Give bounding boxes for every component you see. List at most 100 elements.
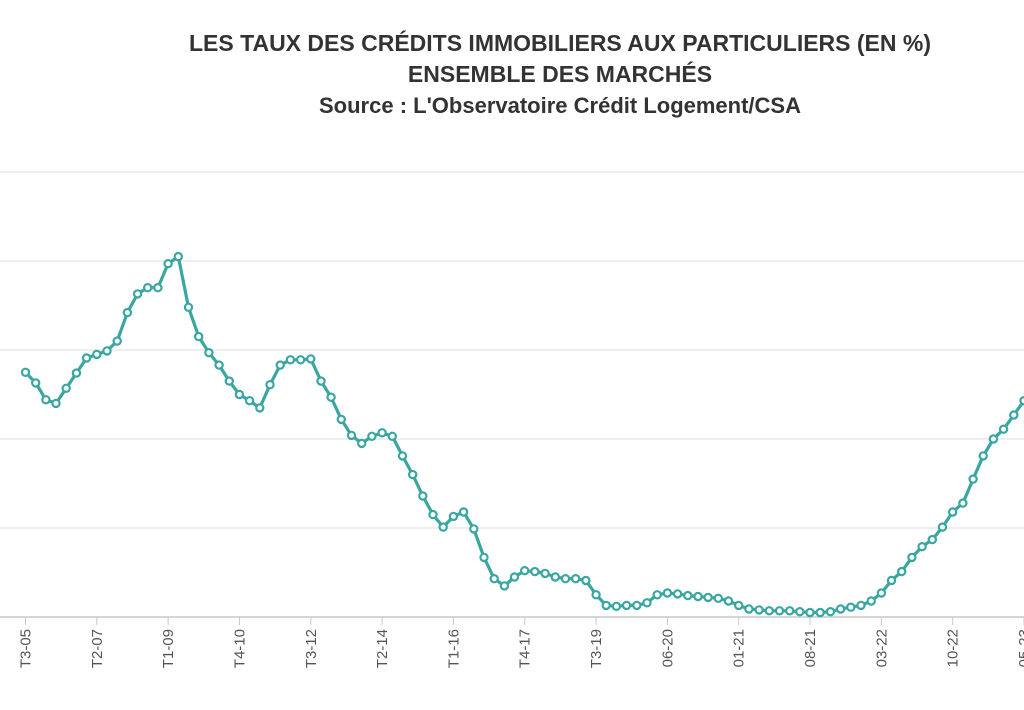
data-point[interactable] <box>1009 410 1019 420</box>
data-point[interactable] <box>601 600 611 611</box>
data-point[interactable] <box>571 574 581 584</box>
data-point[interactable] <box>734 600 744 611</box>
data-point[interactable] <box>397 451 408 461</box>
data-point[interactable] <box>489 574 499 584</box>
data-point[interactable] <box>835 604 846 614</box>
data-point[interactable] <box>336 414 346 425</box>
data-point[interactable] <box>611 601 622 612</box>
data-point[interactable] <box>764 606 775 616</box>
data-point[interactable] <box>560 574 571 584</box>
data-point[interactable] <box>825 607 836 617</box>
data-point[interactable] <box>316 376 326 386</box>
data-point[interactable] <box>285 355 296 365</box>
data-point[interactable] <box>550 572 561 582</box>
data-point[interactable] <box>163 259 173 269</box>
data-point[interactable] <box>958 498 968 508</box>
data-point[interactable] <box>652 590 662 600</box>
data-point[interactable] <box>1019 396 1024 406</box>
data-point[interactable] <box>112 336 122 346</box>
data-point[interactable] <box>530 566 540 577</box>
data-point[interactable] <box>326 392 336 402</box>
data-point[interactable] <box>438 522 448 532</box>
x-tick-label: 06-20 <box>659 629 676 667</box>
data-point[interactable] <box>153 283 163 293</box>
data-point[interactable] <box>581 575 591 586</box>
data-point[interactable] <box>193 331 204 342</box>
data-point[interactable] <box>621 600 632 611</box>
data-point[interactable] <box>408 469 418 480</box>
data-point[interactable] <box>795 607 805 617</box>
data-point[interactable] <box>51 398 61 409</box>
data-point[interactable] <box>142 283 153 293</box>
data-point[interactable] <box>469 524 479 534</box>
data-point[interactable] <box>479 552 489 563</box>
data-point[interactable] <box>244 396 255 406</box>
data-point[interactable] <box>499 581 510 591</box>
data-point[interactable] <box>92 349 102 360</box>
data-point[interactable] <box>907 552 917 563</box>
data-point[interactable] <box>785 606 795 616</box>
data-point[interactable] <box>948 507 958 517</box>
data-point[interactable] <box>662 588 673 598</box>
data-point[interactable] <box>723 596 734 606</box>
data-point[interactable] <box>61 383 71 393</box>
data-point[interactable] <box>978 451 988 461</box>
data-point[interactable] <box>102 346 112 356</box>
data-point[interactable] <box>713 593 724 604</box>
data-point[interactable] <box>387 431 397 441</box>
data-point[interactable] <box>357 438 367 449</box>
data-point[interactable] <box>448 511 459 522</box>
data-point[interactable] <box>224 376 234 386</box>
data-point[interactable] <box>917 542 927 552</box>
data-point[interactable] <box>703 592 713 603</box>
data-point[interactable] <box>183 302 194 312</box>
data-point[interactable] <box>866 596 876 606</box>
data-point[interactable] <box>815 607 825 618</box>
data-point[interactable] <box>774 606 785 616</box>
data-point[interactable] <box>805 607 815 618</box>
data-point[interactable] <box>937 522 948 532</box>
data-point[interactable] <box>632 600 642 611</box>
data-point[interactable] <box>897 566 907 577</box>
data-point[interactable] <box>295 355 306 365</box>
data-point[interactable] <box>275 360 285 370</box>
data-point[interactable] <box>306 354 316 364</box>
data-point[interactable] <box>927 534 938 545</box>
data-point[interactable] <box>41 395 51 405</box>
data-point[interactable] <box>683 590 693 601</box>
data-point[interactable] <box>886 575 897 586</box>
data-point[interactable] <box>968 474 978 484</box>
data-point[interactable] <box>591 590 601 600</box>
data-point[interactable] <box>255 403 265 413</box>
data-point[interactable] <box>346 430 357 441</box>
data-point[interactable] <box>428 509 438 520</box>
data-point[interactable] <box>672 589 683 599</box>
data-point[interactable] <box>458 507 469 517</box>
data-point[interactable] <box>265 380 275 390</box>
data-point[interactable] <box>71 368 82 378</box>
data-point[interactable] <box>234 389 245 400</box>
data-point[interactable] <box>754 605 764 615</box>
data-point[interactable] <box>367 431 377 441</box>
data-point[interactable] <box>642 598 652 608</box>
data-point[interactable] <box>509 572 520 582</box>
data-point[interactable] <box>540 568 550 579</box>
data-point[interactable] <box>520 566 530 576</box>
data-point[interactable] <box>876 588 887 598</box>
data-point[interactable] <box>122 307 133 318</box>
data-point[interactable] <box>998 424 1009 434</box>
data-point[interactable] <box>418 491 428 501</box>
data-point[interactable] <box>81 353 92 363</box>
data-point[interactable] <box>214 360 224 370</box>
data-point[interactable] <box>132 289 143 299</box>
data-point[interactable] <box>856 600 866 611</box>
data-point[interactable] <box>31 378 41 388</box>
data-point[interactable] <box>20 367 31 377</box>
data-point[interactable] <box>846 602 856 612</box>
data-point[interactable] <box>744 604 754 614</box>
data-point[interactable] <box>173 251 183 262</box>
data-point[interactable] <box>377 428 387 438</box>
data-point[interactable] <box>204 348 214 358</box>
data-point[interactable] <box>988 434 999 444</box>
data-point[interactable] <box>693 591 703 602</box>
